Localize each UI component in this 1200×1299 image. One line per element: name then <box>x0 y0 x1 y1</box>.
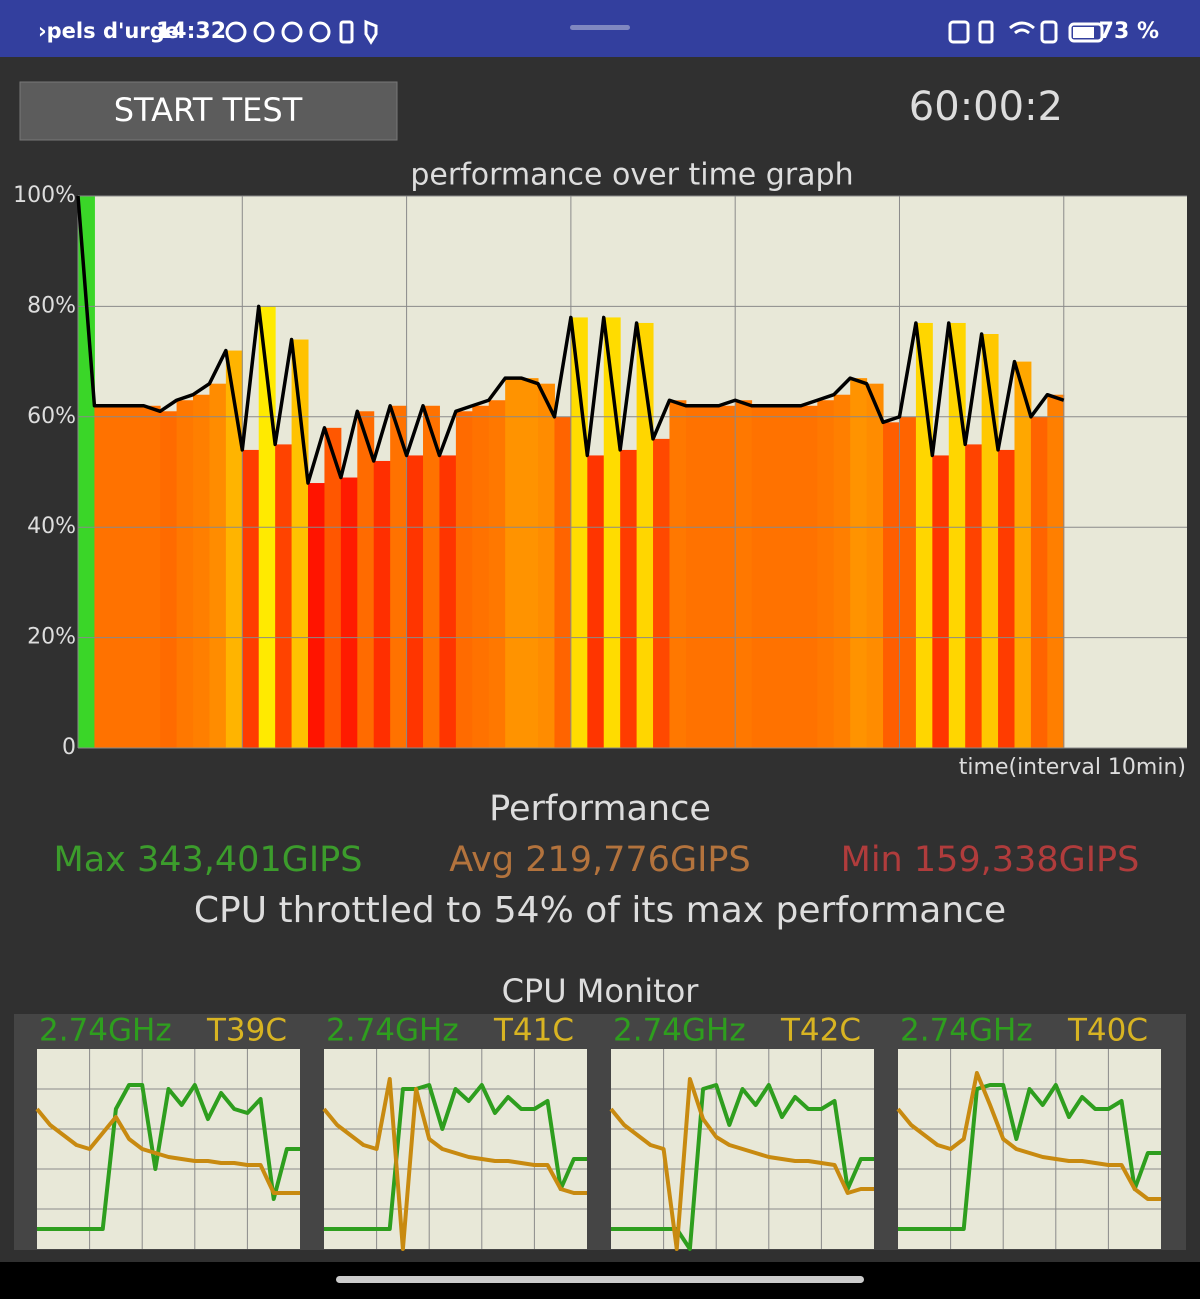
plot-area <box>898 1049 1161 1249</box>
bar <box>636 322 654 748</box>
bar <box>1030 416 1048 748</box>
home-indicator <box>336 1276 864 1283</box>
bar <box>817 400 835 748</box>
bar <box>554 416 572 748</box>
monitor-title: CPU Monitor <box>502 972 700 1010</box>
frequency-label: 2.74GHz <box>900 1013 1033 1049</box>
bar <box>308 483 325 748</box>
frequency-label: 2.74GHz <box>326 1013 459 1049</box>
frequency-label: 2.74GHz <box>613 1013 746 1049</box>
bar <box>521 378 539 748</box>
bar <box>488 400 506 748</box>
bar <box>653 438 670 748</box>
series-line <box>35 1107 300 1195</box>
bar <box>751 405 769 748</box>
bar <box>143 405 161 748</box>
max-stat: Max 343,401GIPS <box>54 840 363 880</box>
bar <box>866 383 884 748</box>
bar <box>275 444 293 748</box>
temperature-label: T41C <box>493 1013 574 1049</box>
series-line <box>324 1083 587 1231</box>
clock: 14:32 <box>156 19 226 44</box>
bar <box>94 405 112 748</box>
battery-level: 73 % <box>1099 19 1159 44</box>
y-tick-label: 40% <box>27 514 76 539</box>
bar <box>373 460 391 748</box>
bar <box>225 350 243 748</box>
plot-area <box>37 1049 300 1249</box>
bar <box>587 455 605 748</box>
throttle-text: CPU throttled to 54% of its max performa… <box>194 890 1006 931</box>
series-line <box>37 1083 300 1231</box>
bar <box>176 400 194 748</box>
bar <box>160 411 178 748</box>
bar <box>1014 361 1032 748</box>
bar <box>455 411 473 748</box>
bar <box>685 405 703 748</box>
bar <box>899 416 917 748</box>
bar <box>390 405 408 748</box>
bar <box>127 405 145 748</box>
bar <box>538 383 555 748</box>
bar <box>439 455 457 748</box>
chart-title: performance over time graph <box>410 158 853 193</box>
bar <box>800 405 818 748</box>
bar <box>193 394 210 748</box>
bar <box>833 394 851 748</box>
y-tick-label: 20% <box>27 625 76 650</box>
bar <box>669 400 687 748</box>
series-line <box>322 1077 587 1251</box>
min-stat: Min 159,338GIPS <box>841 840 1140 880</box>
bar <box>209 383 227 748</box>
series-line <box>611 1083 874 1251</box>
bar <box>242 449 260 748</box>
notification-text: ›pels d'urge <box>38 19 179 43</box>
start-button[interactable] <box>19 81 398 141</box>
bar <box>998 449 1015 748</box>
y-tick-label: 100% <box>13 183 76 208</box>
y-tick-label: 0 <box>62 735 76 760</box>
temperature-label: T39C <box>206 1013 287 1049</box>
bar <box>768 405 785 748</box>
series-line <box>896 1071 1161 1201</box>
frequency-label: 2.74GHz <box>39 1013 172 1049</box>
start-button-label[interactable]: START TEST <box>114 91 303 129</box>
bar <box>932 455 950 748</box>
avg-stat: Avg 219,776GIPS <box>449 840 750 880</box>
bar <box>505 378 523 748</box>
plot-area <box>324 1049 587 1249</box>
drag-handle <box>570 25 630 30</box>
summary-title: Performance <box>489 789 711 829</box>
bar <box>1047 394 1065 748</box>
bar <box>110 405 128 748</box>
bar <box>784 405 802 748</box>
temperature-label: T42C <box>780 1013 861 1049</box>
x-axis-label: time(interval 10min) <box>959 755 1186 780</box>
series-line <box>898 1083 1161 1231</box>
bar <box>981 334 999 748</box>
bar <box>850 378 868 748</box>
temperature-label: T40C <box>1067 1013 1148 1049</box>
y-tick-label: 60% <box>27 404 76 429</box>
bar <box>718 405 736 748</box>
bar <box>324 427 342 748</box>
bar <box>883 422 900 748</box>
bar <box>406 455 424 748</box>
bar <box>340 477 358 748</box>
status-icons <box>225 19 1104 45</box>
bar <box>357 411 375 748</box>
bar <box>620 449 638 748</box>
bar <box>735 400 753 748</box>
bar <box>423 405 440 748</box>
bar <box>472 405 490 748</box>
timer: 60:00:2 <box>909 84 1063 130</box>
series-line <box>76 195 1065 485</box>
bar <box>702 405 720 748</box>
series-line <box>609 1077 874 1251</box>
bar <box>965 444 983 748</box>
bar <box>78 196 95 748</box>
y-tick-label: 80% <box>27 293 76 318</box>
